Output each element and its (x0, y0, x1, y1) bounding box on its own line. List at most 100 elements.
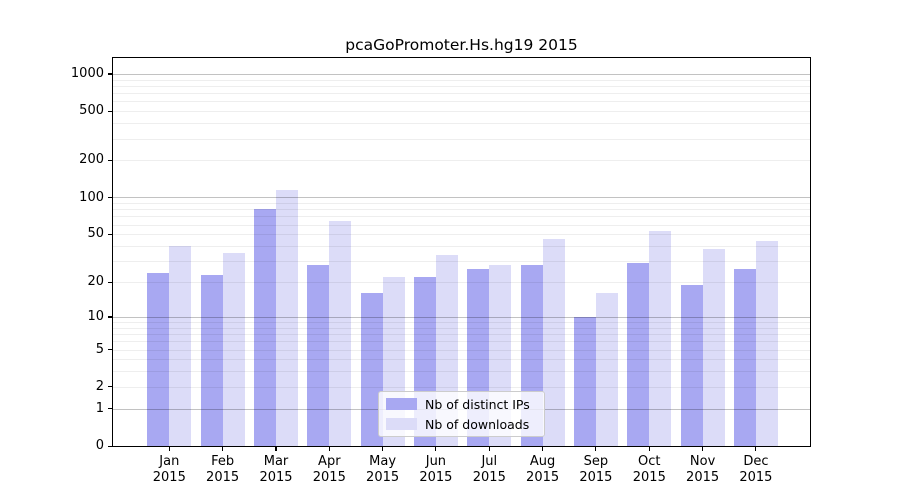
bar-oct-distinct-ips (627, 262, 650, 446)
y-tick-label-2: 2 (95, 378, 104, 394)
bar-dec-downloads (755, 241, 778, 446)
x-tick-month: Sep (583, 454, 609, 469)
bar-mar-distinct-ips (254, 209, 276, 446)
bar-sep-distinct-ips (573, 316, 596, 446)
x-tick-label-may: May 2015 (351, 454, 415, 486)
y-tick-label-1000: 1000 (70, 65, 104, 81)
legend-swatch-distinct-ips (386, 398, 417, 410)
y-tick-label-20: 20 (87, 274, 104, 289)
gridline-minor (113, 246, 810, 247)
x-tick-mark (382, 447, 384, 451)
bar-apr-downloads (329, 221, 352, 446)
bar-feb-downloads (222, 253, 245, 446)
gridline-minor (113, 123, 810, 125)
x-tick-month: Feb (211, 454, 235, 469)
y-tick-label-100: 100 (79, 189, 104, 205)
x-tick-month: Jun (425, 454, 447, 469)
gridline-minor (113, 334, 810, 336)
x-tick-year: 2015 (632, 470, 666, 485)
legend-entry-distinct-ips: Nb of distinct IPs (386, 398, 536, 411)
bar-sep-downloads (595, 293, 618, 446)
x-tick-label-mar: Mar 2015 (244, 454, 308, 486)
x-tick-month: Nov (689, 454, 716, 469)
gridline-minor (113, 386, 810, 388)
bar-jan-downloads (169, 246, 192, 446)
y-tick-mark (108, 349, 112, 351)
y-tick-label-0: 0 (95, 438, 104, 453)
gridline-minor (113, 224, 810, 226)
gridline-minor (113, 203, 810, 205)
x-tick-mark (328, 447, 330, 451)
x-tick-year: 2015 (526, 470, 560, 485)
gridline-minor (113, 349, 810, 351)
bar-oct-downloads (649, 231, 672, 446)
x-tick-mark (168, 447, 170, 451)
gridline-major (113, 316, 810, 318)
y-tick-label-200: 200 (79, 152, 104, 168)
y-tick-mark (108, 316, 112, 318)
y-tick-label-5: 5 (95, 341, 104, 357)
gridline-minor (113, 160, 810, 162)
x-tick-label-jan: Jan 2015 (137, 454, 201, 486)
x-tick-month: Aug (529, 454, 556, 469)
x-tick-label-apr: Apr 2015 (297, 454, 361, 486)
x-tick-month: May (369, 454, 397, 469)
y-tick-label-500: 500 (79, 103, 104, 119)
x-tick-year: 2015 (206, 470, 240, 485)
y-tick-label-1: 1 (95, 400, 104, 416)
x-tick-month: Oct (638, 454, 661, 469)
x-tick-mark (648, 447, 650, 451)
x-tick-label-oct: Oct 2015 (617, 454, 681, 486)
bar-mar-downloads (276, 190, 298, 446)
y-tick-mark (108, 159, 112, 162)
x-tick-mark (275, 447, 277, 451)
y-tick-mark (108, 408, 112, 410)
y-tick-mark (108, 73, 112, 75)
gridline-minor (113, 209, 810, 211)
legend: Nb of distinct IPs Nb of downloads (378, 391, 545, 437)
gridline-minor (113, 282, 810, 284)
x-tick-mark (435, 447, 437, 451)
x-tick-month: Jan (159, 454, 180, 469)
x-tick-label-aug: Aug 2015 (511, 454, 575, 486)
y-tick-mark (108, 445, 112, 447)
gridline-minor (113, 93, 810, 95)
legend-label-downloads: Nb of downloads (425, 416, 530, 432)
x-tick-mark (702, 447, 704, 451)
x-tick-label-jun: Jun 2015 (404, 454, 468, 486)
x-tick-year: 2015 (312, 470, 346, 485)
x-tick-month: Apr (318, 454, 341, 469)
gridline-minor (113, 216, 810, 218)
x-tick-year: 2015 (259, 470, 293, 485)
gridline-major (113, 197, 810, 199)
gridline-major (113, 73, 810, 75)
gridline-minor (113, 101, 810, 103)
x-tick-month: Jul (481, 454, 498, 469)
x-tick-label-nov: Nov 2015 (671, 454, 735, 486)
x-tick-year: 2015 (419, 470, 453, 485)
x-tick-label-sep: Sep 2015 (564, 454, 628, 486)
bar-dec-distinct-ips (733, 268, 756, 446)
x-tick-year: 2015 (686, 470, 720, 485)
x-tick-year: 2015 (152, 470, 186, 485)
bar-apr-distinct-ips (307, 264, 330, 446)
y-tick-mark (108, 386, 112, 388)
gridline-minor (113, 261, 810, 263)
chart-title: pcaGoPromoter.Hs.hg19 2015 (345, 36, 578, 54)
legend-swatch-downloads (386, 418, 417, 430)
legend-entry-downloads: Nb of downloads (386, 418, 536, 431)
gridline-minor (113, 322, 810, 323)
x-tick-year: 2015 (739, 470, 773, 485)
gridline-minor (113, 111, 810, 113)
x-tick-year: 2015 (472, 470, 506, 485)
x-tick-year: 2015 (579, 470, 613, 485)
gridline-minor (113, 234, 810, 236)
y-tick-label-10: 10 (87, 308, 104, 324)
y-tick-label-50: 50 (87, 226, 104, 242)
x-tick-month: Mar (263, 454, 289, 469)
x-tick-mark (755, 447, 757, 451)
bar-may-distinct-ips (360, 293, 383, 446)
gridline-minor (113, 371, 810, 373)
x-tick-month: Dec (743, 454, 769, 469)
y-tick-mark (108, 197, 112, 199)
